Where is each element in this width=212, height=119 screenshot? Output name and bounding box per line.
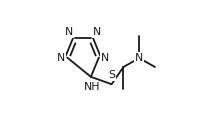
Text: N: N bbox=[57, 53, 65, 63]
Text: N: N bbox=[65, 27, 73, 37]
Text: N: N bbox=[101, 53, 110, 63]
Text: NH: NH bbox=[84, 82, 100, 92]
Text: S: S bbox=[108, 70, 115, 80]
Text: N: N bbox=[135, 53, 143, 63]
Text: N: N bbox=[93, 27, 101, 37]
